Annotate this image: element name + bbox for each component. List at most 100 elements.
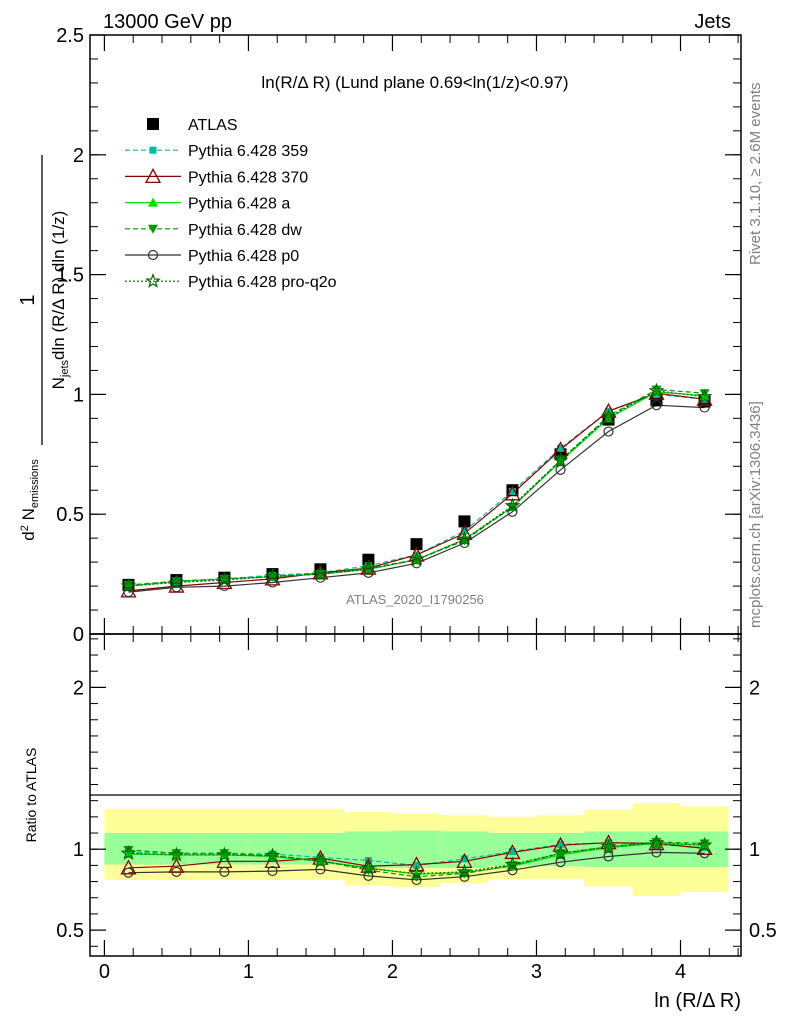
ratio-axes: 0.5 0.5 1 1 2 2 0 1 2 3 4 [56, 634, 777, 983]
data-point-pq2o [312, 853, 329, 869]
main-series-group [120, 382, 713, 598]
data-point-pdw [171, 577, 182, 587]
rivet-label: Rivet 3.1.10, ≥ 2.6M events [747, 83, 764, 266]
data-point-p370 [648, 384, 665, 400]
data-point-p359 [460, 527, 468, 535]
data-point-pq2o [216, 846, 233, 862]
data-point-p359 [508, 848, 516, 856]
legend-marker-atlas [147, 118, 159, 130]
legend-label-pp0: Pythia 6.428 p0 [188, 248, 299, 265]
data-point-pq2o [168, 846, 185, 862]
ratio-y-label: Ratio to ATLAS [23, 748, 39, 843]
data-point-pq2o [264, 568, 281, 584]
data-point-pq2o [552, 452, 569, 467]
data-point-pq2o [696, 836, 713, 852]
data-point-pp0 [363, 567, 374, 579]
ylabel-upper: d2 Nemissions [19, 459, 41, 541]
data-point-pq2o [696, 388, 713, 404]
data-point-pq2o [504, 856, 521, 872]
header-right: Jets [694, 11, 731, 33]
data-point-pp0 [411, 874, 422, 886]
ratio-series-group [120, 834, 713, 886]
y-tick-label: 0.5 [56, 504, 84, 526]
data-point-pp0 [315, 864, 326, 875]
legend-marker-p370 [144, 168, 162, 184]
x-tick-label: 4 [675, 961, 686, 983]
data-point-pp0 [267, 865, 278, 877]
legend-label-pa: Pythia 6.428 a [188, 196, 290, 213]
data-point-pp0 [315, 572, 326, 583]
data-point-pdw [603, 411, 614, 421]
x-tick-label: 1 [243, 961, 254, 983]
data-point-pq2o [168, 574, 185, 590]
y-tick-label: 2.5 [56, 25, 84, 47]
data-point-pp0 [171, 866, 182, 877]
data-point-pp0 [555, 857, 566, 868]
data-point-pq2o [456, 531, 473, 547]
x-tick-label: 3 [531, 961, 542, 983]
data-point-pq2o [600, 838, 617, 854]
data-point-pdw [171, 849, 182, 859]
data-point-pdw [123, 580, 134, 590]
data-point-p359 [557, 444, 565, 452]
ylabel-numerator: 1 [17, 294, 39, 305]
data-point-atlas [410, 538, 423, 551]
data-point-pp0 [171, 582, 182, 593]
main-y-label: 1 Njetsdln (R/Δ R) dln (1/z) d2 Nemissio… [17, 155, 71, 541]
data-point-pq2o [360, 561, 377, 576]
legend-marker-pdw [148, 224, 158, 234]
y-tick-label-right: 1 [749, 839, 760, 861]
data-point-pq2o [120, 577, 137, 593]
data-point-p359 [557, 840, 565, 848]
x-tick-label: 0 [99, 961, 110, 983]
data-point-pq2o [552, 845, 569, 860]
data-point-pp0 [603, 851, 614, 862]
data-point-pdw [123, 846, 134, 856]
data-point-pdw [219, 574, 230, 584]
data-point-pq2o [264, 847, 281, 863]
data-point-pp0 [411, 558, 422, 569]
data-point-pq2o [648, 834, 665, 850]
data-point-pq2o [216, 571, 233, 587]
legend: ATLAS Pythia 6.428 359 Pythia 6.428 370 Pyt… [125, 117, 337, 291]
data-point-pq2o [504, 497, 521, 513]
data-point-pdw [699, 839, 710, 849]
main-axes: 0 0.5 1 1.5 2 2.5 [56, 25, 741, 646]
data-point-pp0 [699, 848, 710, 859]
y-tick-label-right: 2 [749, 677, 760, 699]
ratio-uncertainty-bands [104, 803, 729, 897]
data-point-p359 [508, 487, 516, 495]
analysis-watermark: ATLAS_2020_I1790256 [346, 592, 484, 607]
data-point-p359 [460, 855, 468, 863]
legend-marker-pp0 [147, 249, 159, 261]
data-point-pq2o [408, 551, 425, 567]
data-point-pq2o [456, 863, 473, 879]
data-point-pp0 [651, 400, 662, 411]
data-point-pq2o [408, 865, 425, 881]
data-point-pp0 [459, 871, 470, 882]
legend-label-pdw: Pythia 6.428 dw [188, 222, 302, 239]
data-point-pdw [219, 849, 230, 859]
plot-title: ln(R/Δ R) (Lund plane 0.69<ln(1/z)<0.97) [261, 73, 568, 92]
data-point-pq2o [312, 565, 329, 581]
data-point-pdw [699, 389, 710, 399]
data-point-pq2o [600, 408, 617, 424]
legend-marker-pq2o [145, 272, 161, 288]
y-tick-label: 1 [73, 839, 84, 861]
data-point-p370 [456, 852, 473, 868]
data-point-pq2o [120, 845, 137, 860]
data-point-pdw [651, 385, 662, 395]
data-point-pp0 [603, 426, 614, 437]
ylabel-denominator: Njetsdln (R/Δ R) dln (1/z) [49, 211, 71, 390]
x-tick-label: 2 [387, 961, 398, 983]
y-tick-label: 2 [73, 677, 84, 699]
header-left: 13000 GeV pp [103, 11, 232, 33]
data-point-p370 [168, 857, 185, 873]
mcplots-label: mcplots.cern.ch [arXiv:1306.3436] [747, 401, 764, 628]
data-point-pp0 [651, 847, 662, 858]
legend-label-atlas: ATLAS [188, 117, 238, 134]
legend-marker-pa [148, 197, 158, 207]
ratio-band-inner [392, 830, 441, 868]
x-axis-label: ln (R/Δ R) [654, 990, 741, 1012]
